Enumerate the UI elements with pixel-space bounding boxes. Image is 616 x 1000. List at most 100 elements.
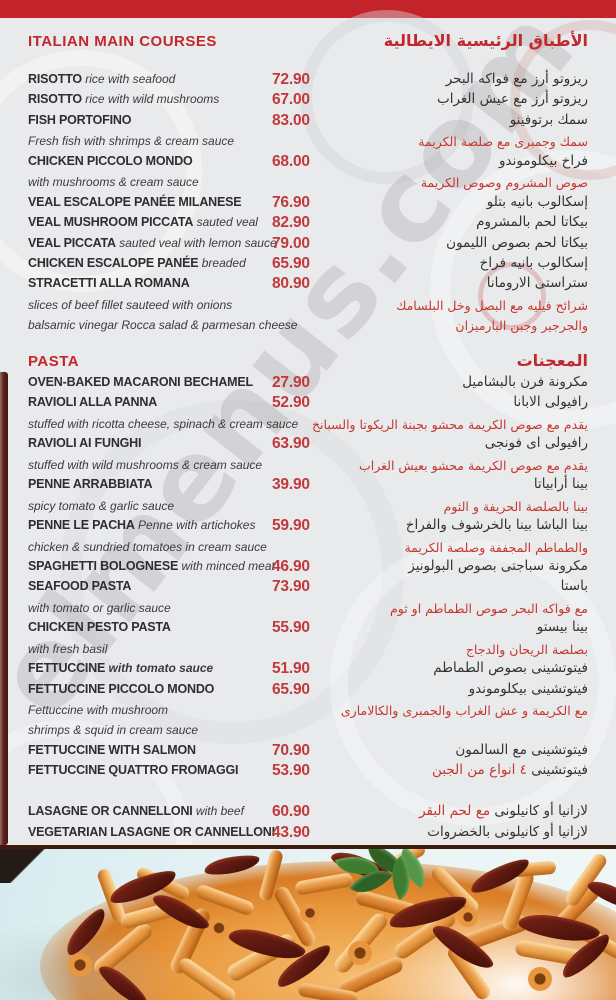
item-english: RAVIOLI ALLA PANNA (28, 395, 157, 409)
item-description: sauted veal with lemon sauce (115, 235, 277, 250)
menu-sub-row: Fettuccine with mushroom مع الكريمة و عش … (0, 700, 616, 720)
item-english: VEAL PICCATA sauted veal with lemon sauc… (28, 236, 277, 250)
menu-sub-row: stuffed with ricotta cheese, spinach & c… (0, 414, 616, 434)
item-arabic-name: رافيولى اى فونجى (484, 435, 588, 452)
item-english: RAVIOLI AI FUNGHI (28, 436, 141, 450)
item-name: RAVIOLI AI FUNGHI (28, 436, 142, 451)
item-arabic-name: إسكالوب بانيه بتلو (486, 193, 588, 210)
menu-item-row: RISOTTO rice with seafood 72.90 ريزوتو أرز… (0, 70, 616, 90)
item-arabic: باستا (561, 578, 588, 594)
item-price: 43.90 (272, 823, 310, 841)
section-title-english: PASTA (28, 353, 80, 370)
penne-tube-opening (300, 903, 320, 923)
item-english: stuffed with wild mushrooms & cream sauc… (28, 458, 262, 472)
item-english: PENNE LE PACHA Penne with artichokes (28, 518, 255, 532)
item-description: shrimps & squid in cream sauce (28, 723, 199, 738)
item-arabic: رافيولى الابانا (513, 394, 588, 410)
item-price: 63.90 (272, 435, 310, 453)
penne-tube-opening (68, 953, 92, 977)
section-heading-italian-main-courses: ITALIAN MAIN COURSES الأطباق الرئيسية ال… (28, 31, 588, 50)
menu-spacer (0, 782, 616, 802)
item-english: RISOTTO rice with seafood (28, 72, 175, 86)
item-english: SPAGHETTI BOLOGNESE with minced meat (28, 559, 275, 573)
item-price: 67.00 (272, 91, 310, 109)
item-arabic-name: فيتوتشينى مع السالمون (455, 741, 588, 758)
item-arabic: إسكالوب بانيه بتلو (487, 194, 588, 210)
item-english: FETTUCCINE PICCOLO MONDO (28, 682, 214, 696)
item-english: FETTUCCINE QUATTRO FROMAGGI (28, 763, 239, 778)
photo-dark-corner (0, 849, 80, 883)
item-price: 65.90 (272, 680, 310, 698)
item-english: with fresh basil (28, 642, 107, 656)
item-name: VEAL PICCATA (28, 235, 116, 250)
item-english: stuffed with ricotta cheese, spinach & c… (28, 417, 298, 431)
item-arabic-name: بينا أرابياتا (533, 476, 588, 493)
menu-item-row: CHICKEN PICCOLO MONDO 68.00 فراخ بيكلوموند… (0, 152, 616, 172)
item-arabic-name: بينا بيستو (536, 619, 588, 636)
food-photo-penne-pasta (0, 845, 616, 1000)
item-description: stuffed with wild mushrooms & cream sauc… (28, 457, 263, 472)
menu-item-row: PENNE ARRABBIATA 39.90 بينا أرابياتا (0, 475, 616, 495)
item-english: SEAFOOD PASTA (28, 579, 131, 593)
item-arabic-description: بينا بالصلصة الحريفة و الثوم (443, 498, 588, 514)
menu-sub-row: with fresh basil بصلصة الريحان والدجاج (0, 639, 616, 659)
menu-item-row: CHICKEN PESTO PASTA 55.90 بينا بيستو (0, 618, 616, 638)
item-arabic: يقدم مع صوص الكريمة محشو بعيش الغراب (359, 458, 588, 473)
item-arabic: ريزوتو أرز مع عيش الغراب (437, 91, 588, 107)
item-name: PENNE LE PACHA (28, 518, 135, 533)
item-price: 46.90 (272, 557, 310, 575)
item-arabic: لازانيا أو كانيلونى مع لحم البقر (419, 803, 588, 819)
penne-tube-opening (208, 917, 230, 939)
item-description: with tomato sauce (105, 661, 214, 676)
item-english: Fettuccine with mushroom (28, 703, 168, 717)
item-name: FETTUCCINE WITH SALMON (28, 742, 196, 757)
item-english: balsamic vinegar Rocca salad & parmesan … (28, 318, 297, 332)
item-price: 82.90 (272, 214, 310, 232)
item-name: LASAGNE OR CANNELLONI (28, 804, 193, 819)
item-price: 65.90 (272, 254, 310, 272)
item-arabic: والطماطم المجففة وصلصة الكريمة (404, 540, 588, 555)
item-arabic: بصلصة الريحان والدجاج (466, 642, 588, 657)
item-description: with mushrooms & cream sauce (28, 175, 199, 190)
item-price: 73.90 (272, 578, 310, 596)
menu-sub-row: shrimps & squid in cream sauce (0, 720, 616, 740)
item-arabic: رافيولى اى فونجى (485, 435, 588, 451)
item-english: with mushrooms & cream sauce (28, 175, 199, 189)
item-arabic-name: سمك برتوفينو (509, 111, 588, 128)
item-arabic-name: باستا (560, 578, 588, 595)
item-name: PENNE ARRABBIATA (28, 477, 153, 492)
item-english: RISOTTO rice with wild mushrooms (28, 92, 219, 106)
menu-item-row: VEGETARIAN LASAGNE OR CANNELLONI 43.90 لاز… (0, 823, 616, 843)
menu-item-row: FETTUCCINE with tomato sauce 51.90 فيتوتشي… (0, 659, 616, 679)
item-arabic: ستراستى الارومانا (487, 275, 588, 291)
item-price: 52.90 (272, 394, 310, 412)
menu-item-row: FETTUCCINE QUATTRO FROMAGGI 53.90 فيتوتشين… (0, 761, 616, 781)
menu-item-row: VEAL MUSHROOM PICCATA sauted veal 82.90 بي… (0, 213, 616, 233)
item-price: 76.90 (272, 193, 310, 211)
item-price: 72.90 (272, 71, 310, 88)
item-arabic-description: والجرجير وجبن البارميزان (455, 318, 588, 334)
item-price: 79.00 (272, 234, 310, 252)
item-arabic-name: لازانيا أو كانيلونى (494, 803, 588, 820)
item-arabic-description: يقدم مع صوص الكريمة محشو بعيش الغراب (358, 457, 588, 473)
item-arabic-description: سمك وجمبرى مع صلصة الكريمة (418, 134, 588, 150)
item-english: FISH PORTOFINO (28, 113, 131, 127)
item-arabic-description: ٤ انواع من الجبن (432, 762, 532, 779)
item-description: stuffed with ricotta cheese, spinach & c… (28, 416, 299, 431)
item-name: FETTUCCINE (28, 661, 106, 676)
item-description: slices of beef fillet sauteed with onion… (28, 297, 233, 312)
item-english: STRACETTI ALLA ROMANA (28, 276, 190, 290)
item-description: breaded (198, 255, 246, 270)
item-arabic: لازانيا أو كانيلونى بالخضروات (427, 824, 588, 840)
menu-item-row: SEAFOOD PASTA 73.90 باستا (0, 577, 616, 597)
item-name: RAVIOLI ALLA PANNA (28, 395, 158, 410)
item-price: 51.90 (272, 660, 310, 678)
menu-item-row: VEAL PICCATA sauted veal with lemon sauc… (0, 234, 616, 254)
item-arabic-name: بيكاتا لحم بالمشروم (476, 214, 588, 231)
item-arabic-name: فيتوتشينى (531, 762, 588, 779)
item-price: 53.90 (272, 762, 310, 780)
item-name: FETTUCCINE QUATTRO FROMAGGI (28, 763, 239, 778)
item-price: 55.90 (272, 619, 310, 637)
item-name: SPAGHETTI BOLOGNESE (28, 558, 179, 573)
item-arabic: سمك برتوفينو (510, 112, 588, 128)
